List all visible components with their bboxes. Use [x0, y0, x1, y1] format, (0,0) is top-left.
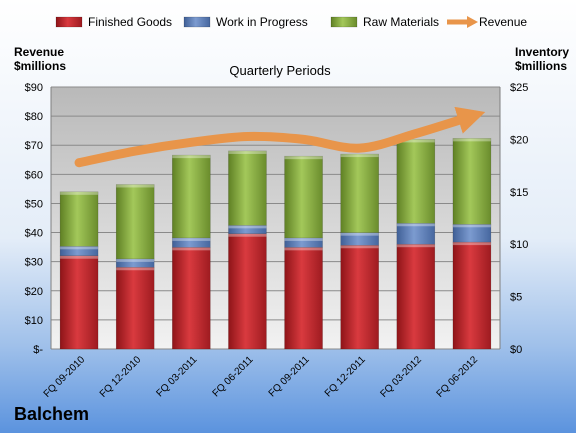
left-tick-label: $-	[33, 344, 43, 356]
bar-raw-materials	[60, 192, 98, 246]
bar-finished-goods	[397, 244, 435, 349]
bar-cap-finished-goods	[172, 247, 210, 250]
bar-cap-raw-materials	[341, 154, 379, 157]
bar-work-in-progress	[397, 223, 435, 244]
bar-raw-materials	[116, 184, 154, 258]
bar-finished-goods	[285, 247, 323, 349]
left-tick-label: $90	[25, 82, 43, 94]
bar-cap-finished-goods	[397, 244, 435, 247]
bar-cap-work-in-progress	[453, 224, 491, 227]
bar-raw-materials	[341, 154, 379, 233]
bar-raw-materials	[172, 155, 210, 238]
legend-swatch-work-in-progress	[184, 17, 210, 27]
left-axis-label-line1: Revenue	[14, 45, 64, 59]
left-axis-label-line2: $millions	[14, 59, 66, 73]
right-axis-label-line2: $millions	[515, 59, 567, 73]
company-name: Balchem	[14, 404, 89, 424]
bar-cap-raw-materials	[116, 184, 154, 187]
bar-cap-raw-materials	[172, 155, 210, 158]
bar-cap-work-in-progress	[172, 238, 210, 241]
left-tick-label: $80	[25, 111, 43, 123]
right-tick-label: $10	[510, 239, 528, 251]
bar-raw-materials	[397, 139, 435, 223]
bar-finished-goods	[228, 234, 266, 349]
bar-cap-work-in-progress	[341, 233, 379, 236]
bar-finished-goods	[341, 245, 379, 349]
right-tick-label: $5	[510, 292, 522, 304]
bar-cap-finished-goods	[116, 267, 154, 270]
legend-label: Revenue	[479, 15, 527, 29]
right-axis-label-line1: Inventory	[515, 45, 569, 59]
legend-swatch-finished-goods	[56, 17, 82, 27]
left-tick-label: $30	[25, 257, 43, 269]
legend-label: Finished Goods	[88, 15, 172, 29]
bar-cap-work-in-progress	[228, 225, 266, 228]
bar-finished-goods	[172, 247, 210, 349]
bar-cap-raw-materials	[60, 192, 98, 195]
left-tick-label: $40	[25, 228, 43, 240]
bar-cap-work-in-progress	[397, 223, 435, 226]
left-tick-label: $70	[25, 140, 43, 152]
right-tick-label: $0	[510, 344, 522, 356]
bar-finished-goods	[116, 267, 154, 349]
left-tick-label: $50	[25, 198, 43, 210]
bar-finished-goods	[453, 242, 491, 349]
bar-raw-materials	[285, 156, 323, 238]
bar-cap-raw-materials	[453, 138, 491, 141]
bar-cap-finished-goods	[341, 245, 379, 248]
bar-cap-finished-goods	[453, 242, 491, 245]
bar-cap-raw-materials	[228, 151, 266, 154]
right-tick-label: $25	[510, 82, 528, 94]
bar-cap-work-in-progress	[60, 246, 98, 249]
left-tick-label: $60	[25, 169, 43, 181]
bar-cap-finished-goods	[285, 247, 323, 250]
bar-cap-work-in-progress	[116, 259, 154, 262]
legend-label: Raw Materials	[363, 15, 439, 29]
bar-raw-materials	[453, 138, 491, 224]
right-tick-label: $20	[510, 134, 528, 146]
bar-cap-finished-goods	[228, 234, 266, 237]
chart-subtitle: Quarterly Periods	[229, 63, 331, 78]
bar-cap-raw-materials	[285, 156, 323, 159]
bar-raw-materials	[228, 151, 266, 225]
right-tick-label: $15	[510, 187, 528, 199]
bar-cap-finished-goods	[60, 256, 98, 259]
left-tick-label: $10	[25, 315, 43, 327]
left-tick-label: $20	[25, 286, 43, 298]
legend-label: Work in Progress	[216, 15, 308, 29]
legend-swatch-raw-materials	[331, 17, 357, 27]
bar-finished-goods	[60, 256, 98, 349]
bar-cap-work-in-progress	[285, 238, 323, 241]
